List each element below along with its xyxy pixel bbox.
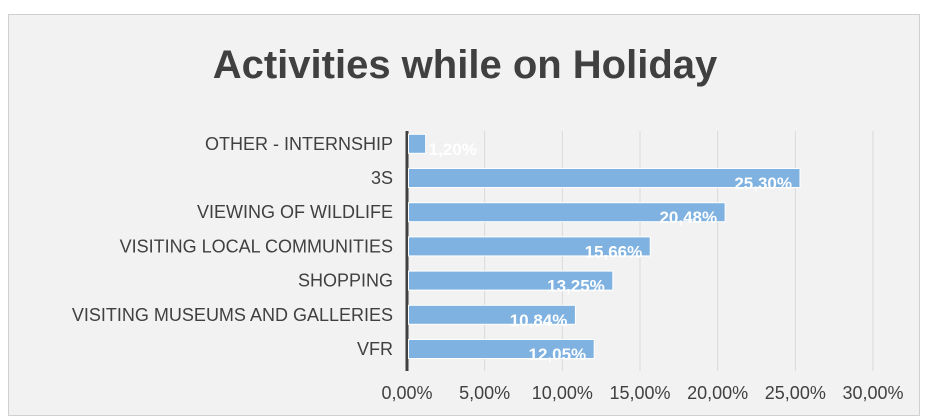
- category-label: OTHER - INTERNSHIP: [205, 134, 393, 154]
- data-label: 1,20%: [429, 140, 477, 159]
- bar-chart: 0,00% 5,00% 10,00% 15,00% 20,00% 25,00% 30,00%…: [72, 131, 904, 403]
- bar: [408, 236, 651, 257]
- bars: [408, 133, 801, 359]
- category-label: SHOPPING: [298, 271, 393, 291]
- x-tick-label: 25,00%: [765, 383, 826, 403]
- data-label: 15,66%: [585, 242, 643, 261]
- data-label: 20,48%: [659, 208, 717, 227]
- data-label: 13,25%: [547, 277, 605, 296]
- data-label: 10,84%: [510, 311, 568, 330]
- category-label: VISITING LOCAL COMMUNITIES: [120, 236, 393, 256]
- bar: [408, 304, 576, 325]
- bar: [408, 202, 726, 223]
- bar: [408, 339, 595, 359]
- category-label: VFR: [357, 339, 393, 359]
- category-label: VIEWING OF WILDLIFE: [197, 202, 393, 222]
- category-label: 3S: [371, 168, 393, 188]
- x-tick-label: 10,00%: [532, 383, 593, 403]
- x-tick-label: 20,00%: [687, 383, 748, 403]
- data-label: 25,30%: [734, 174, 792, 193]
- bar: [408, 168, 801, 188]
- bar: [408, 133, 427, 154]
- chart-area: Activities while on Holiday 0,00% 5,00% 10…: [8, 14, 920, 416]
- labels: 0,00% 5,00% 10,00% 15,00% 20,00% 25,00% 30,00%…: [72, 134, 904, 403]
- x-tick-label: 5,00%: [459, 383, 510, 403]
- x-tick-label: 30,00%: [842, 383, 903, 403]
- page-background-strip: [0, 0, 928, 14]
- chart-title: Activities while on Holiday: [212, 43, 718, 87]
- data-label: 12,05%: [529, 345, 587, 364]
- bar: [408, 270, 614, 291]
- x-tick-label: 15,00%: [609, 383, 670, 403]
- category-label: VISITING MUSEUMS AND GALLERIES: [72, 305, 393, 325]
- x-tick-label: 0,00%: [381, 383, 432, 403]
